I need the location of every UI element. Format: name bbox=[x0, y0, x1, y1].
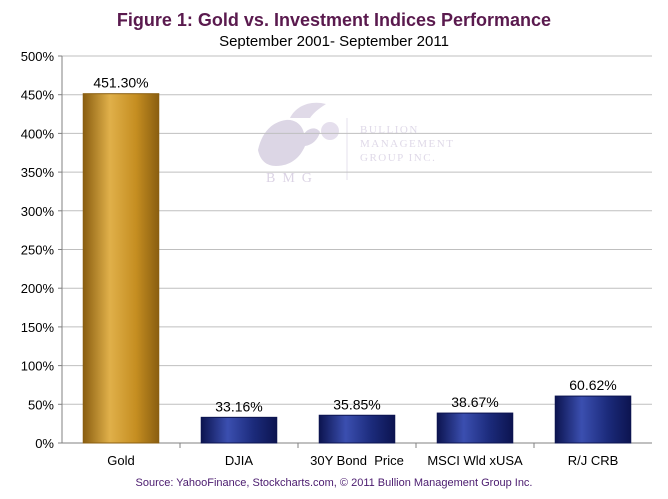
y-tick-label: 450% bbox=[21, 88, 55, 103]
chart-title: Figure 1: Gold vs. Investment Indices Pe… bbox=[116, 10, 552, 30]
watermark-logo-letters: BMG bbox=[266, 171, 319, 186]
data-label: 60.62% bbox=[569, 377, 616, 393]
bar-2 bbox=[318, 414, 396, 444]
watermark-company-line1: BULLION bbox=[360, 124, 419, 136]
axes: 0% 50% 100% 150% 200% 250% 300% 350% 400% 450% 500… bbox=[21, 49, 652, 451]
bar-4 bbox=[554, 395, 632, 444]
y-tick-label: 500% bbox=[21, 49, 55, 64]
bars bbox=[82, 93, 632, 444]
y-tick-label: 100% bbox=[21, 359, 55, 374]
y-tick-label: 50% bbox=[28, 397, 54, 412]
bar-3 bbox=[436, 412, 514, 444]
y-tick-label: 0% bbox=[35, 436, 54, 451]
x-tick-label: DJIA bbox=[225, 453, 254, 468]
watermark-company-line2: MANAGEMENT bbox=[360, 138, 454, 150]
griffin-icon bbox=[258, 102, 339, 166]
bar-0 bbox=[82, 93, 160, 444]
watermark-company-line3: GROUP INC. bbox=[360, 152, 436, 164]
chart-subtitle: September 2001- September 2011 bbox=[219, 33, 449, 50]
x-tick-label: R/J CRB bbox=[568, 453, 619, 468]
y-tick-label: 400% bbox=[21, 126, 55, 141]
y-tick-label: 300% bbox=[21, 204, 55, 219]
x-tick-label: 30Y Bond Price bbox=[310, 453, 404, 468]
source-note: Source: YahooFinance, Stockcharts.com, ©… bbox=[135, 477, 533, 489]
bmg-watermark-logo: BMG BULLION MANAGEMENT GROUP INC. bbox=[258, 102, 454, 186]
y-tick-label: 150% bbox=[21, 320, 55, 335]
data-label: 33.16% bbox=[215, 398, 262, 414]
gridlines bbox=[62, 55, 652, 405]
data-label: 35.85% bbox=[333, 396, 380, 412]
x-tick-label: MSCI Wld xUSA bbox=[427, 453, 523, 468]
bar-1 bbox=[200, 416, 278, 444]
y-tick-label: 200% bbox=[21, 281, 55, 296]
y-tick-label: 250% bbox=[21, 243, 55, 258]
data-label: 451.30% bbox=[93, 75, 148, 91]
x-tick-label: Gold bbox=[107, 453, 134, 468]
labels: 451.30% Gold 33.16% DJIA 35.85% 30Y Bond Pric… bbox=[93, 75, 618, 468]
data-label: 38.67% bbox=[451, 394, 498, 410]
y-tick-label: 350% bbox=[21, 165, 55, 180]
